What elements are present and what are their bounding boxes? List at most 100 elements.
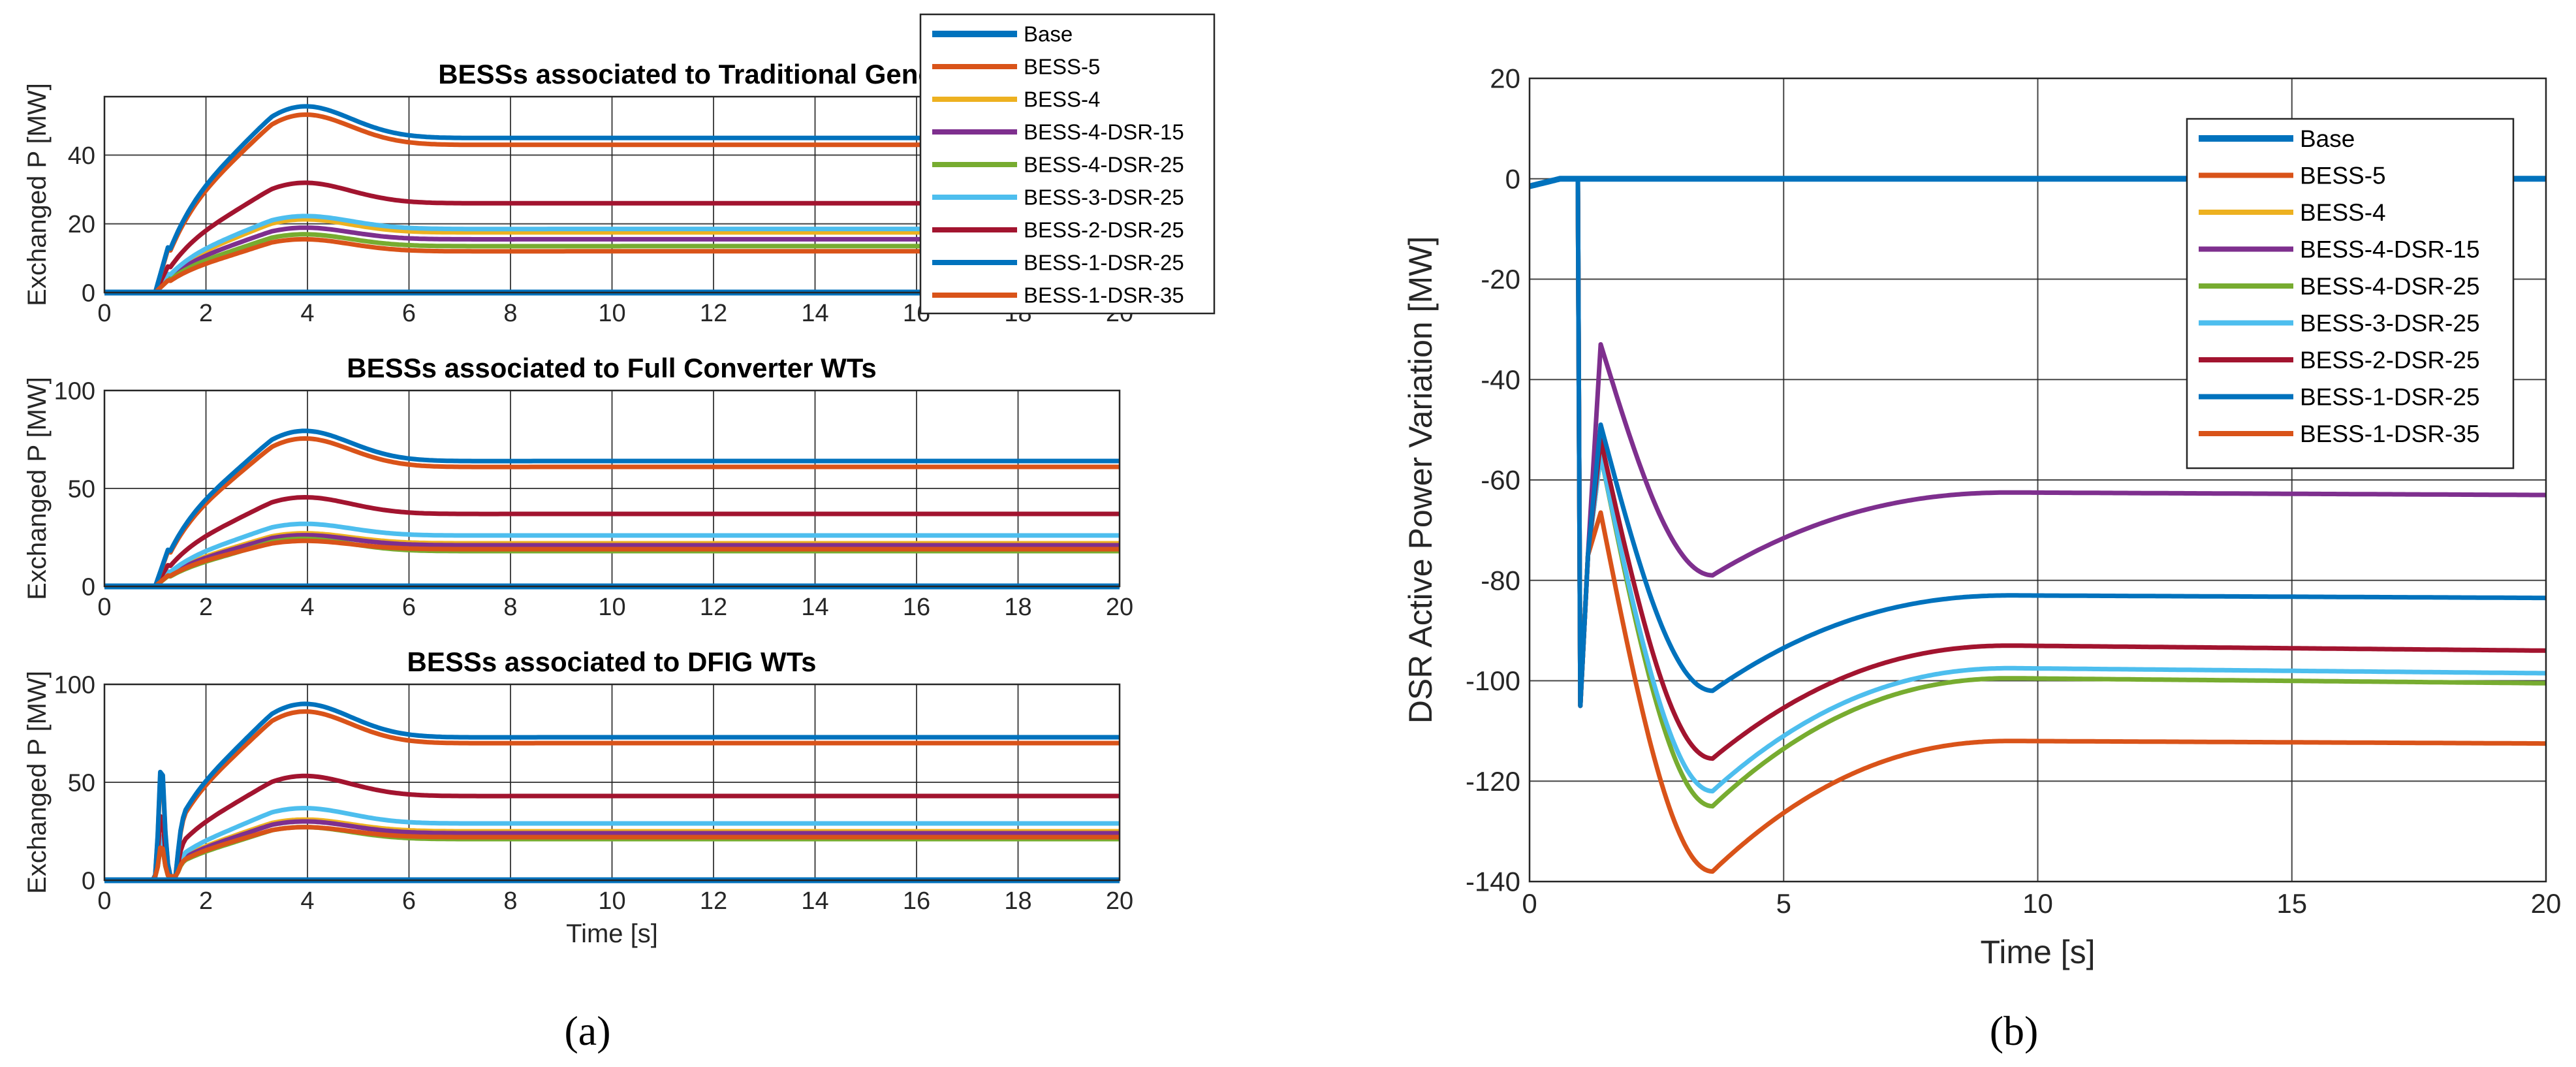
chart-title: BESSs associated to DFIG WTs — [407, 646, 816, 677]
x-tick-label: 2 — [199, 887, 213, 915]
caption-b: (b) — [1990, 1008, 2039, 1054]
legend-label-bess-4-dsr-15: BESS-4-DSR-15 — [2300, 236, 2480, 263]
series-line-bess-4-dsr-15 — [104, 819, 1120, 883]
x-tick-label: 15 — [2276, 888, 2307, 919]
plot-frame — [1528, 77, 2547, 883]
x-tick-label: 2 — [199, 300, 213, 327]
y-tick-label: -80 — [1481, 565, 1520, 596]
chart-a-dfig: 0 2 4 6 8 10 12 14 16 18 20 0 50 100 BESSs associated … — [23, 646, 1133, 948]
legend-label-base: Base — [2300, 125, 2355, 152]
chart-title: BESSs associated to Full Converter WTs — [347, 353, 876, 383]
x-tick-label: 8 — [503, 300, 517, 327]
x-axis-label: Time [s] — [1981, 934, 2096, 970]
series-line-bess-5 — [104, 538, 1120, 589]
x-axis-label: Time [s] — [566, 919, 658, 948]
series-line-bess-5 — [104, 825, 1120, 883]
series-line-bess-2-dsr-25 — [104, 495, 1120, 589]
y-tick-label: -40 — [1481, 364, 1520, 395]
x-tick-label: 6 — [402, 594, 416, 621]
legend-label-bess-2-dsr-25: BESS-2-DSR-25 — [2300, 347, 2480, 374]
x-tick-label: 10 — [598, 594, 625, 621]
legend-label-bess-1-dsr-25: BESS-1-DSR-25 — [2300, 383, 2480, 410]
x-tick-label: 14 — [801, 300, 828, 327]
y-tick-label: 0 — [82, 867, 95, 895]
series-line-bess-3-dsr-25 — [104, 806, 1120, 883]
series-line-bess-1-dsr-25 — [1529, 176, 2547, 709]
x-tick-label: 20 — [1106, 594, 1133, 621]
y-axis-label: Exchanged P [MW] — [23, 671, 52, 894]
y-tick-label: 0 — [82, 573, 95, 601]
legend-label-bess-1-dsr-25: BESS-1-DSR-25 — [1024, 251, 1184, 275]
legend-label-bess-3-dsr-25: BESS-3-DSR-25 — [1024, 185, 1184, 210]
series-line-bess-2-dsr-25 — [104, 773, 1120, 883]
x-tick-label: 4 — [300, 887, 314, 915]
x-tick-label: 16 — [903, 887, 930, 915]
y-tick-label: 100 — [54, 671, 95, 699]
y-tick-label: -20 — [1481, 264, 1520, 295]
y-tick-label: 100 — [54, 377, 95, 405]
x-tick-label: 5 — [1776, 888, 1791, 919]
legend-label-bess-4-dsr-15: BESS-4-DSR-15 — [1024, 120, 1184, 144]
series-line-bess-1-dsr-25 — [104, 701, 1120, 883]
legend-label-bess-1-dsr-35: BESS-1-DSR-35 — [1024, 283, 1184, 308]
y-tick-label: 50 — [68, 475, 95, 503]
series-line-bess-4-dsr-15 — [1529, 176, 2547, 709]
x-tick-label: 14 — [801, 594, 828, 621]
y-tick-label: 0 — [1505, 163, 1520, 194]
y-tick-label: -120 — [1466, 766, 1520, 797]
x-tick-label: 10 — [2022, 888, 2053, 919]
y-tick-label: 20 — [1490, 63, 1520, 94]
x-tick-label: 6 — [402, 300, 416, 327]
series-line-bess-3-dsr-25 — [1529, 176, 2547, 794]
x-tick-label: 6 — [402, 887, 416, 915]
y-tick-label: 20 — [68, 211, 95, 238]
series-line-bess-1-dsr-25 — [104, 428, 1120, 589]
x-tick-label: 14 — [801, 887, 828, 915]
chart-title: BESSs associated to Traditional Generato… — [438, 59, 1011, 89]
legend-label-bess-4: BESS-4 — [1024, 88, 1100, 112]
x-tick-label: 8 — [503, 594, 517, 621]
series-line-bess-4-dsr-25 — [1529, 176, 2546, 809]
legend-label-bess-2-dsr-25: BESS-2-DSR-25 — [1024, 218, 1184, 242]
x-tick-label: 12 — [700, 300, 727, 327]
series-line-bess-2-dsr-25 — [1529, 176, 2547, 761]
x-tick-label: 10 — [598, 887, 625, 915]
y-axis-label: Exchanged P [MW] — [23, 377, 52, 600]
x-tick-label: 12 — [700, 594, 727, 621]
x-tick-label: 0 — [97, 594, 111, 621]
x-tick-label: 4 — [300, 594, 314, 621]
legend-label-bess-4: BESS-4 — [2300, 199, 2386, 226]
y-tick-label: 0 — [82, 279, 95, 307]
legend-label-bess-4-dsr-25: BESS-4-DSR-25 — [1024, 153, 1184, 177]
x-tick-label: 20 — [2531, 888, 2562, 919]
legend-a: Base BESS-5 BESS-4 BESS-4-DSR-15 BESS-4-DSR-… — [919, 13, 1216, 315]
legend-label-bess-3-dsr-25: BESS-3-DSR-25 — [2300, 310, 2480, 336]
legend-label-bess-1-dsr-35: BESS-1-DSR-35 — [2300, 421, 2480, 447]
y-tick-label: 50 — [68, 769, 95, 797]
x-tick-label: 0 — [1522, 888, 1537, 919]
x-tick-label: 10 — [598, 300, 625, 327]
x-tick-label: 0 — [97, 300, 111, 327]
x-tick-label: 4 — [300, 300, 314, 327]
plot-frame — [103, 683, 1121, 882]
y-tick-label: -140 — [1466, 867, 1520, 897]
plot-frame — [103, 389, 1121, 588]
x-tick-label: 18 — [1004, 887, 1031, 915]
y-tick-label: 40 — [68, 142, 95, 170]
caption-a: (a) — [564, 1008, 610, 1054]
legend-b: Base BESS-5 BESS-4 BESS-4-DSR-15 BESS-4-DSR-… — [2186, 118, 2515, 470]
x-tick-label: 20 — [1106, 887, 1133, 915]
y-tick-label: -100 — [1466, 665, 1520, 696]
x-tick-label: 18 — [1004, 594, 1031, 621]
chart-a-full-converter: 0 2 4 6 8 10 12 14 16 18 20 0 50 100 BESSs associated … — [23, 353, 1133, 621]
series-line-bess-4-dsr-15 — [104, 533, 1120, 589]
legend-label-base: Base — [1024, 22, 1073, 46]
x-tick-label: 12 — [700, 887, 727, 915]
y-axis-label: DSR Active Power Variation [MW] — [1402, 236, 1439, 724]
y-axis-label: Exchanged P [MW] — [23, 83, 52, 306]
legend-label-bess-4-dsr-25: BESS-4-DSR-25 — [2300, 273, 2480, 300]
x-tick-label: 16 — [903, 594, 930, 621]
series-line-bess-1-dsr-35 — [104, 436, 1120, 589]
series-line-bess-1-dsr-35 — [104, 709, 1120, 883]
